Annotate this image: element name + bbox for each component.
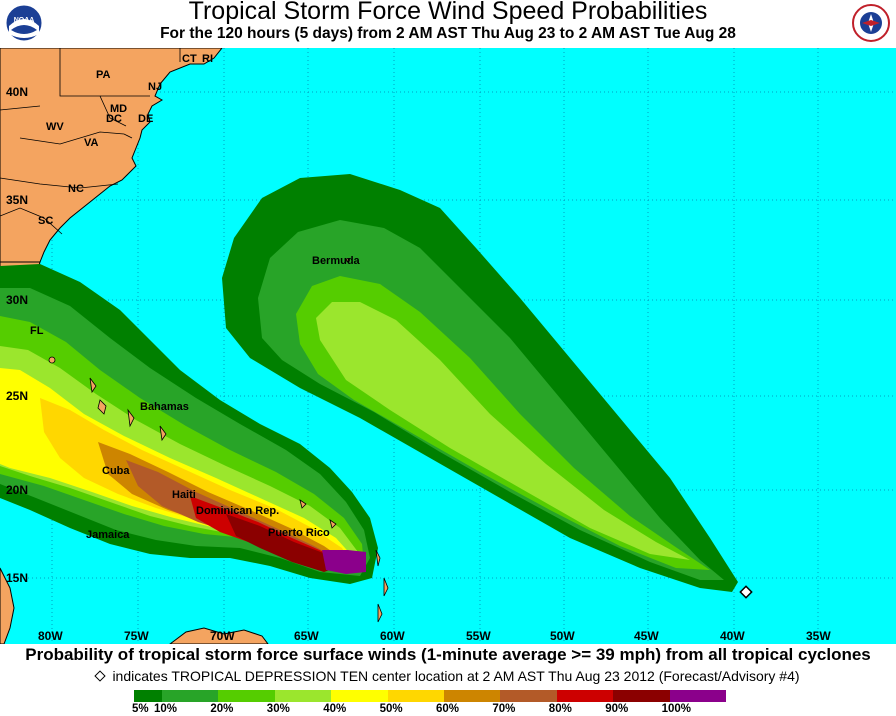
place-label: CT <box>182 53 197 65</box>
contour-100pct-west <box>322 550 366 574</box>
lon-label: 45W <box>634 629 659 643</box>
storm-marker-note-text: indicates TROPICAL DEPRESSION TEN center… <box>112 668 800 684</box>
lon-label: 55W <box>466 629 491 643</box>
map-subtitle: For the 120 hours (5 days) from 2 AM AST… <box>160 25 736 42</box>
probability-legend: 5% 10% 20% 30% 40% 50% 60% 70% 80% 90% 100% <box>0 686 896 716</box>
lat-label: 15N <box>6 571 28 585</box>
place-label: Haiti <box>172 489 196 501</box>
place-label: PA <box>96 69 111 81</box>
legend-tick-label: 10% <box>154 703 178 715</box>
legend-swatch <box>613 690 670 702</box>
small-islands <box>48 257 389 623</box>
legend-swatch <box>162 690 219 702</box>
legend-swatch <box>218 690 275 702</box>
legend-swatch <box>134 690 162 702</box>
legend-tick-label: 5% <box>132 703 149 715</box>
legend-swatch <box>387 690 444 702</box>
lat-label: 40N <box>6 85 28 99</box>
contour-30pct-east <box>316 302 690 560</box>
place-label: VA <box>84 137 99 149</box>
legend-swatch <box>274 690 332 702</box>
probability-map: 40N 35N 30N 25N 20N 15N 80W 75W 70W 65W … <box>0 48 896 644</box>
legend-tick-label: 40% <box>323 703 347 715</box>
place-label: DC <box>106 113 122 125</box>
place-label: SC <box>38 215 53 227</box>
legend-swatch <box>444 690 501 702</box>
lon-label: 65W <box>294 629 319 643</box>
storm-center-marker-icon <box>739 585 753 599</box>
legend-tick-label: 90% <box>605 703 629 715</box>
lat-label: 20N <box>6 483 28 497</box>
legend-tick-label: 70% <box>492 703 516 715</box>
map-caption: Probability of tropical storm force surf… <box>25 645 871 664</box>
legend-swatch <box>556 690 614 702</box>
legend-tick-label: 30% <box>266 703 290 715</box>
legend-swatch <box>331 690 388 702</box>
place-label: Bahamas <box>140 401 189 413</box>
place-label: FL <box>30 325 44 337</box>
legend-tick-label: 60% <box>436 703 460 715</box>
lat-label: 35N <box>6 193 28 207</box>
state-borders <box>0 48 181 235</box>
noaa-logo-icon: NOAA <box>5 4 43 42</box>
south-america <box>169 627 269 644</box>
nws-logo-icon <box>852 4 890 42</box>
place-label: Jamaica <box>86 529 130 541</box>
place-label: DE <box>138 113 153 125</box>
place-label: Bermuda <box>312 255 361 267</box>
lon-label: 70W <box>210 629 235 643</box>
place-label: Puerto Rico <box>268 527 330 539</box>
legend-tick-label: 80% <box>548 703 572 715</box>
probability-swath-east <box>222 174 738 592</box>
place-label: Cuba <box>102 465 130 477</box>
lat-label: 25N <box>6 389 28 403</box>
contour-90pct-west <box>226 514 346 572</box>
lon-label: 60W <box>380 629 405 643</box>
legend-tick-label: 50% <box>379 703 403 715</box>
place-label: WV <box>46 121 64 133</box>
lon-label: 80W <box>38 629 63 643</box>
place-label: MD <box>110 103 127 115</box>
place-label: NJ <box>148 81 162 93</box>
place-label: Dominican Rep. <box>196 505 279 517</box>
legend-swatch <box>669 690 726 702</box>
map-title: Tropical Storm Force Wind Speed Probabil… <box>188 0 708 25</box>
legend-tick-label: 20% <box>210 703 234 715</box>
header: NOAA Tropical Storm Force Wind Speed Pro… <box>0 0 896 48</box>
legend-swatch <box>500 690 557 702</box>
central-america <box>0 567 15 644</box>
lon-label: 40W <box>720 629 745 643</box>
us-east-coast <box>0 48 223 263</box>
lon-label: 35W <box>806 629 831 643</box>
noaa-logo-text: NOAA <box>14 17 35 24</box>
place-label: RI <box>202 53 213 65</box>
lon-label: 50W <box>550 629 575 643</box>
place-label: NC <box>68 183 84 195</box>
lon-label: 75W <box>124 629 149 643</box>
storm-marker-note: indicates TROPICAL DEPRESSION TEN center… <box>0 668 896 684</box>
lat-label: 30N <box>6 293 28 307</box>
diamond-marker-icon <box>94 670 107 682</box>
legend-tick-label: 100% <box>661 703 692 715</box>
